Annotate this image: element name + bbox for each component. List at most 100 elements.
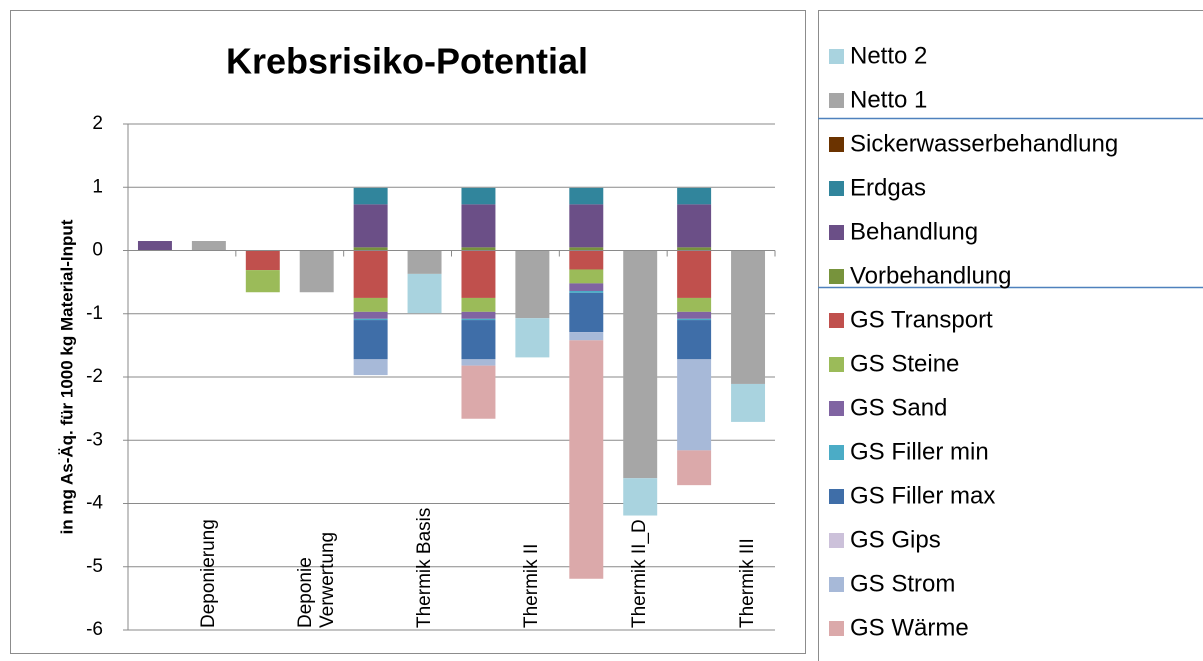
bar-segment <box>515 318 550 358</box>
bar-segment <box>569 250 604 270</box>
legend-label: GS Gips <box>850 526 941 553</box>
legend-label: Sickerwasserbehandlung <box>850 130 1118 157</box>
x-tick-label: Thermik III <box>737 538 759 628</box>
legend-swatch <box>829 445 844 460</box>
bar-segment <box>353 187 388 205</box>
bar-segment <box>569 187 604 205</box>
bar-segment <box>461 250 496 298</box>
legend-border <box>818 10 1203 661</box>
bar-segment <box>245 250 280 271</box>
bar-segment <box>569 340 604 579</box>
bar-segment <box>299 250 334 293</box>
bar-segment <box>353 359 388 376</box>
bar-segment <box>461 247 496 251</box>
bar-segment <box>461 359 496 366</box>
bar-segment <box>677 359 712 451</box>
bar-segment <box>677 297 712 312</box>
legend-swatch <box>829 357 844 372</box>
bar-segment <box>461 318 496 321</box>
legend-label: GS Filler min <box>850 438 989 465</box>
y-tick-label: 0 <box>92 240 103 261</box>
legend-swatch <box>829 577 844 592</box>
bar-segment <box>461 187 496 205</box>
legend-label: Netto 2 <box>850 42 927 69</box>
legend-swatch <box>829 489 844 504</box>
bar-segment <box>137 241 172 251</box>
bar-segment <box>245 270 280 293</box>
legend-label: Netto 1 <box>850 86 927 113</box>
bar-segment <box>407 273 442 314</box>
bar-segment <box>569 332 604 341</box>
bar-segment <box>353 318 388 321</box>
legend-label: GS Wärme <box>850 614 969 641</box>
bar-segment <box>569 204 604 248</box>
y-tick-label: -4 <box>86 493 103 514</box>
bar-segment <box>407 250 442 274</box>
bar-segment <box>677 247 712 251</box>
legend-swatch <box>829 269 844 284</box>
legend-swatch <box>829 137 844 152</box>
bar-segment <box>569 269 604 284</box>
legend-label: GS Sand <box>850 394 947 421</box>
bar-segment <box>677 320 712 360</box>
bar-segment <box>353 250 388 298</box>
bar-segment <box>569 292 604 333</box>
y-axis-title: in mg As-Äq. für 1000 kg Material-Input <box>57 219 76 534</box>
bar-segment <box>731 250 766 384</box>
bar-segment <box>191 241 226 251</box>
bar-segment <box>353 204 388 248</box>
bar-segment <box>569 247 604 251</box>
chart-title: Krebsrisiko-Potential <box>226 41 588 82</box>
legend-label: Erdgas <box>850 174 926 201</box>
legend-swatch <box>829 313 844 328</box>
legend-swatch <box>829 533 844 548</box>
x-tick-label: Thermik II <box>521 543 543 628</box>
legend-swatch <box>829 93 844 108</box>
y-tick-label: 1 <box>92 176 103 197</box>
bar-segment <box>461 204 496 248</box>
bar-segment <box>677 187 712 205</box>
bar-segment <box>353 297 388 312</box>
x-tick-label: Thermik II_D <box>629 519 651 628</box>
x-tick-label: Deponie Verwertung <box>294 531 338 628</box>
bar-segment <box>623 478 658 516</box>
x-tick-label: Deponierung <box>197 519 219 628</box>
legend-label: Behandlung <box>850 218 978 245</box>
legend-swatch <box>829 401 844 416</box>
legend-label: GS Transport <box>850 306 993 333</box>
y-tick-label: -5 <box>86 556 103 577</box>
bar-segment <box>353 247 388 251</box>
bar-segment <box>731 383 766 422</box>
y-tick-label: 2 <box>92 113 103 134</box>
bar-segment <box>677 450 712 486</box>
chart-border <box>10 10 806 654</box>
bar-segment <box>461 311 496 319</box>
bar-segment <box>623 250 658 479</box>
y-tick-label: -6 <box>86 619 103 640</box>
y-tick-label: -3 <box>86 429 103 450</box>
legend-swatch <box>829 621 844 636</box>
legend-label: GS Filler max <box>850 482 995 509</box>
legend-label: GS Strom <box>850 570 955 597</box>
bar-segment <box>677 204 712 248</box>
legend-label: GS Steine <box>850 350 959 377</box>
bar-segment <box>677 311 712 319</box>
legend-swatch <box>829 49 844 64</box>
legend-label: Vorbehandlung <box>850 262 1011 289</box>
legend-swatch <box>829 181 844 196</box>
bar-segment <box>353 311 388 319</box>
x-tick-label: Thermik Basis <box>413 507 435 628</box>
y-tick-label: -2 <box>86 366 103 387</box>
bar-segment <box>353 320 388 360</box>
bar-segment <box>515 250 550 319</box>
bar-segment <box>569 290 604 293</box>
bar-segment <box>569 283 604 291</box>
bar-segment <box>461 320 496 360</box>
y-tick-label: -1 <box>86 303 103 324</box>
bar-segment <box>461 297 496 312</box>
bar-segment <box>677 318 712 321</box>
bar-segment <box>677 250 712 298</box>
legend-swatch <box>829 225 844 240</box>
